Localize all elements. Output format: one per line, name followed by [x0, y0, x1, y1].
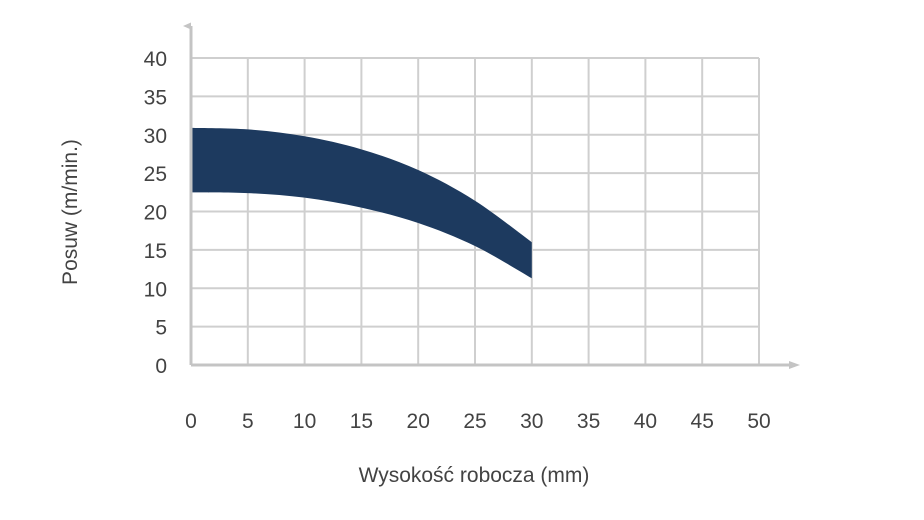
x-tick-label: 5: [242, 410, 254, 433]
x-axis-title: Wysokość robocza (mm): [359, 464, 590, 487]
y-axis-tick-labels: 0 5 10 15 20 25 30 35 40: [144, 48, 167, 378]
y-tick-label: 30: [144, 125, 167, 148]
y-tick-label: 15: [144, 240, 167, 263]
y-tick-label: 5: [155, 317, 167, 340]
x-tick-label: 50: [747, 410, 770, 433]
x-axis-tick-labels: 0 5 10 15 20 25 30 35 40 45 50: [185, 410, 771, 433]
y-axis-title: Posuw (m/min.): [59, 139, 82, 285]
x-tick-label: 30: [520, 410, 543, 433]
y-tick-label: 40: [144, 48, 167, 71]
y-tick-label: 0: [155, 355, 167, 378]
x-tick-label: 20: [407, 410, 430, 433]
y-tick-label: 20: [144, 202, 167, 225]
x-tick-label: 25: [463, 410, 486, 433]
x-tick-label: 10: [293, 410, 316, 433]
x-tick-label: 35: [577, 410, 600, 433]
x-tick-label: 40: [634, 410, 657, 433]
data-band-region: [191, 127, 532, 279]
grid-lines: [190, 57, 760, 366]
x-tick-label: 45: [691, 410, 714, 433]
y-tick-label: 25: [144, 163, 167, 186]
y-tick-label: 10: [144, 278, 167, 301]
y-tick-label: 35: [144, 86, 167, 109]
x-tick-label: 15: [350, 410, 373, 433]
x-tick-label: 0: [185, 410, 197, 433]
